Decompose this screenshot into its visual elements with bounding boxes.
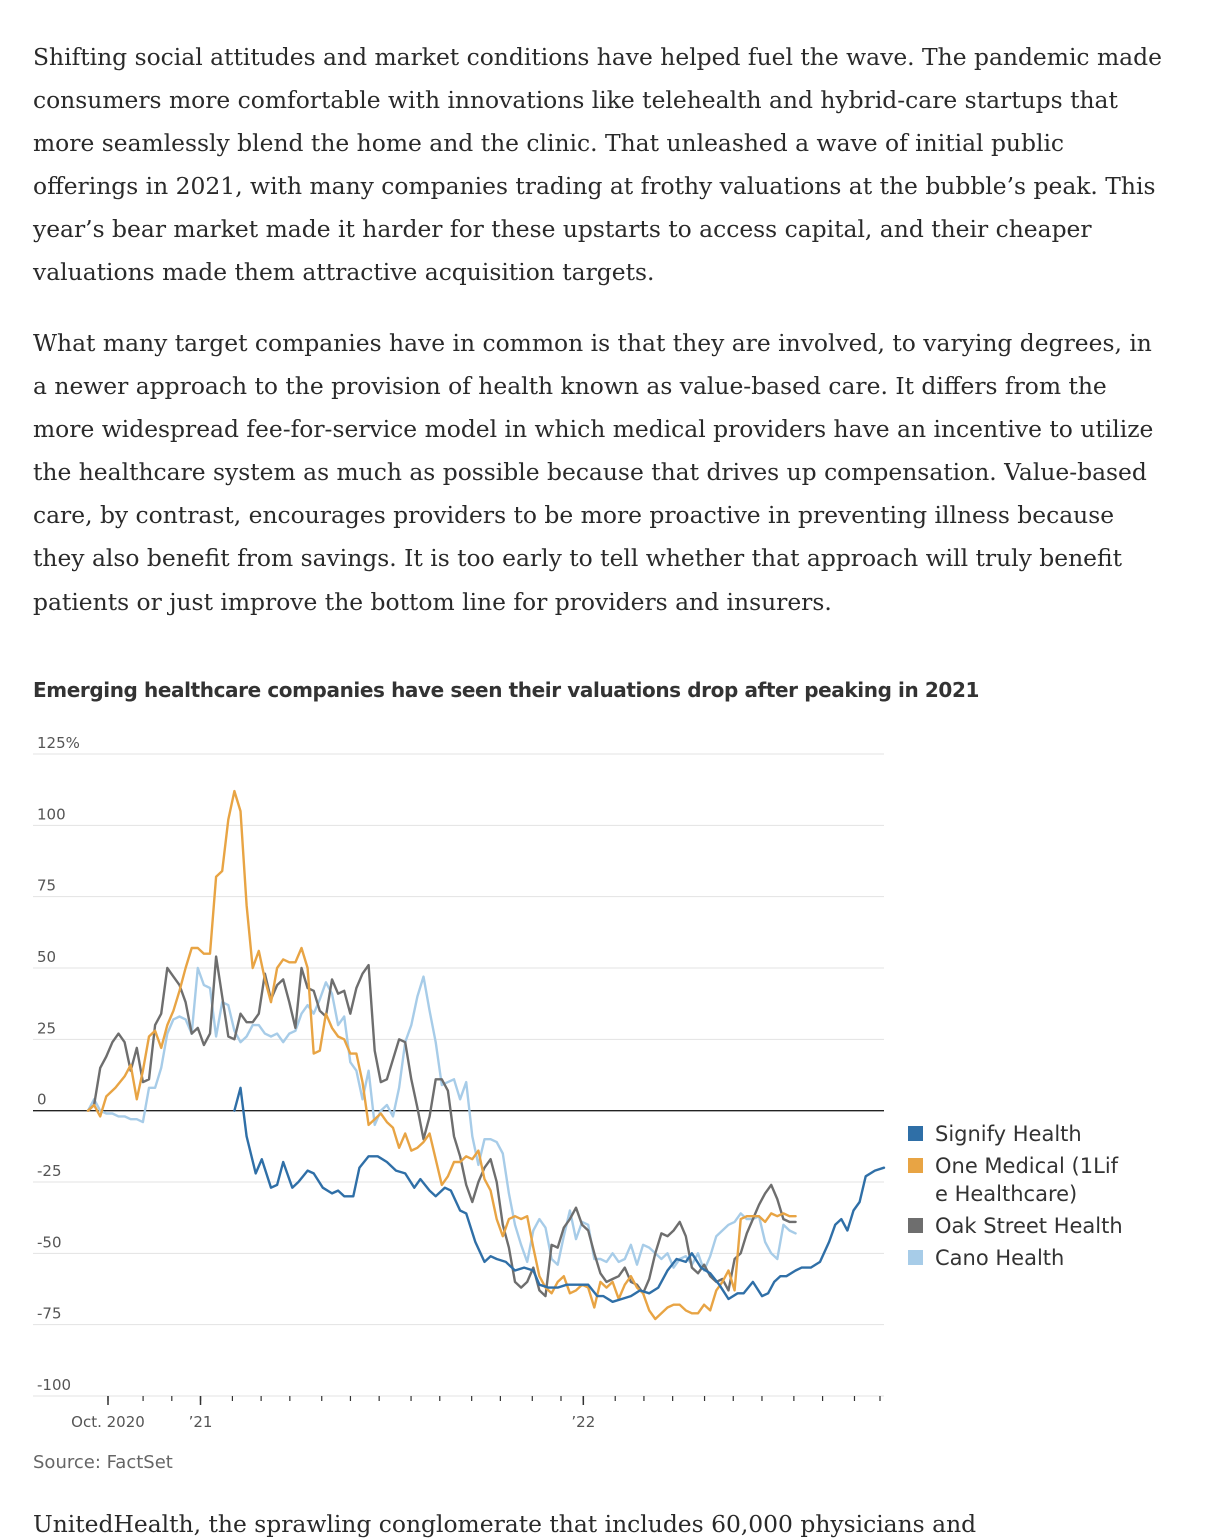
y-tick-label: 50 bbox=[37, 948, 56, 966]
x-tick-label: ’21 bbox=[189, 1413, 213, 1431]
y-tick-label: 100 bbox=[37, 805, 66, 823]
x-tick-label: ’22 bbox=[571, 1413, 595, 1431]
chart-title: Emerging healthcare companies have seen … bbox=[33, 678, 979, 702]
y-tick-label: -50 bbox=[37, 1233, 62, 1251]
legend-swatch bbox=[908, 1158, 923, 1173]
legend-label: One Medical (1Lif e Healthcare) bbox=[935, 1154, 1119, 1206]
line-chart: 125% 100 75 50 25 0 -25 -50 -75 -100 Oct. 2020 ’21 ’… bbox=[33, 734, 1123, 1431]
series-line-cano-health bbox=[86, 966, 797, 1272]
series-line-signify-health bbox=[233, 1086, 886, 1303]
y-tick-label: 25 bbox=[37, 1019, 56, 1037]
y-tick-label: 0 bbox=[37, 1091, 47, 1109]
y-tick-label: 75 bbox=[37, 877, 56, 895]
legend-label: Signify Health bbox=[935, 1122, 1082, 1146]
legend-label: Cano Health bbox=[935, 1246, 1064, 1270]
y-tick-label: -25 bbox=[37, 1162, 62, 1180]
legend-label: Oak Street Health bbox=[935, 1214, 1123, 1238]
series-line-one-medical-1life-healthcare- bbox=[86, 789, 797, 1321]
chart-source: Source: FactSet bbox=[33, 1452, 173, 1473]
article-paragraph-2: What many target companies have in commo… bbox=[33, 329, 1154, 616]
y-tick-label: -100 bbox=[37, 1376, 71, 1394]
legend-swatch bbox=[908, 1126, 923, 1141]
article-paragraph-3-cut: UnitedHealth, the sprawling conglomerate… bbox=[33, 1510, 977, 1538]
article-body: Shifting social attitudes and market con… bbox=[33, 36, 1173, 616]
y-tick-label: 125% bbox=[37, 734, 80, 752]
article-paragraph-1: Shifting social attitudes and market con… bbox=[33, 43, 1162, 287]
legend-swatch bbox=[908, 1250, 923, 1265]
y-tick-label: -75 bbox=[37, 1305, 62, 1323]
legend-swatch bbox=[908, 1218, 923, 1233]
series-line-oak-street-health bbox=[86, 955, 797, 1298]
x-tick-label: Oct. 2020 bbox=[71, 1413, 145, 1431]
